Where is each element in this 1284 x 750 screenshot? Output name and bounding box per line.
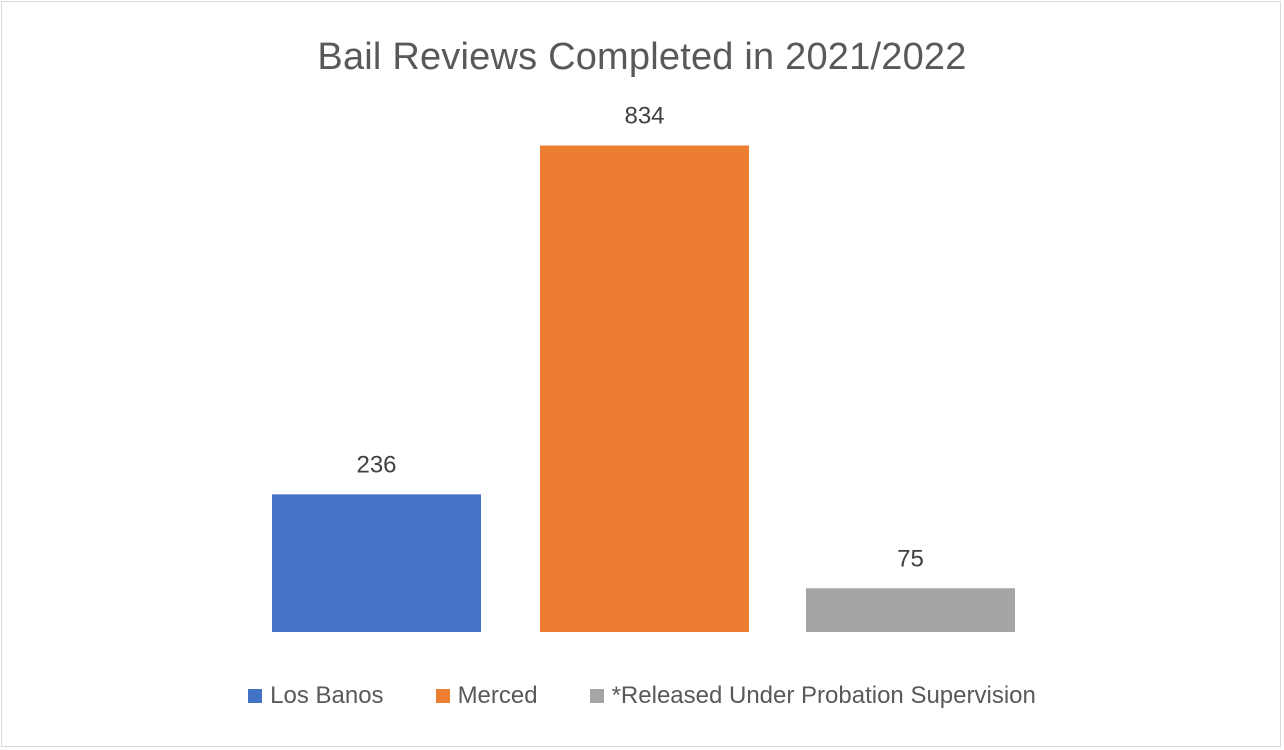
data-label-1: 834 bbox=[624, 103, 664, 130]
chart-title: Bail Reviews Completed in 2021/2022 bbox=[317, 36, 967, 78]
legend-swatch-merced bbox=[435, 689, 450, 703]
data-label-2: 75 bbox=[897, 545, 924, 572]
bar-1 bbox=[540, 145, 749, 632]
bars-layer: 236 834 75 bbox=[272, 103, 1015, 632]
legend: Los Banos Merced *Released Under Probati… bbox=[0, 682, 1284, 710]
legend-label-los-banos: Los Banos bbox=[270, 682, 384, 709]
legend-item-merced: Merced bbox=[435, 682, 538, 710]
data-label-0: 236 bbox=[356, 451, 396, 478]
legend-label-released: *Released Under Probation Supervision bbox=[611, 682, 1036, 709]
legend-item-released: *Released Under Probation Supervision bbox=[589, 682, 1036, 710]
legend-label-merced: Merced bbox=[457, 682, 538, 709]
legend-swatch-los-banos bbox=[248, 689, 263, 703]
legend-swatch-released bbox=[589, 689, 604, 703]
bar-0 bbox=[272, 494, 481, 632]
legend-item-los-banos: Los Banos bbox=[248, 682, 384, 710]
bar-2 bbox=[806, 588, 1015, 632]
